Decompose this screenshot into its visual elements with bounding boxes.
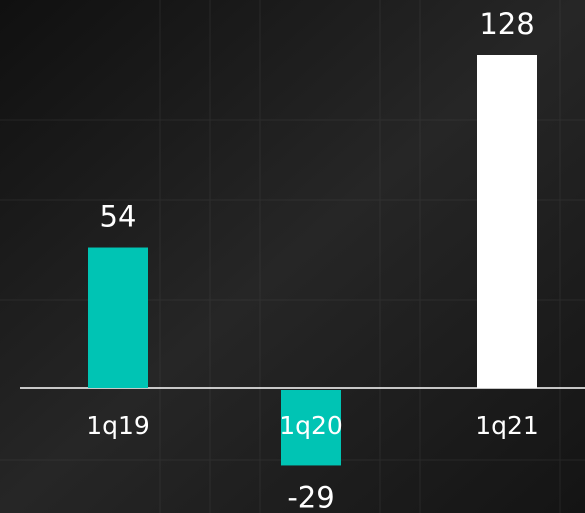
value-label: -29 <box>287 480 334 513</box>
x-tick-label: 1q19 <box>86 411 150 440</box>
bar <box>477 55 537 388</box>
bar <box>88 247 148 388</box>
value-label: 54 <box>100 200 137 234</box>
x-tick-label: 1q21 <box>475 411 539 440</box>
value-label: 128 <box>479 7 534 41</box>
x-tick-label: 1q20 <box>279 411 343 440</box>
bar <box>281 390 341 466</box>
